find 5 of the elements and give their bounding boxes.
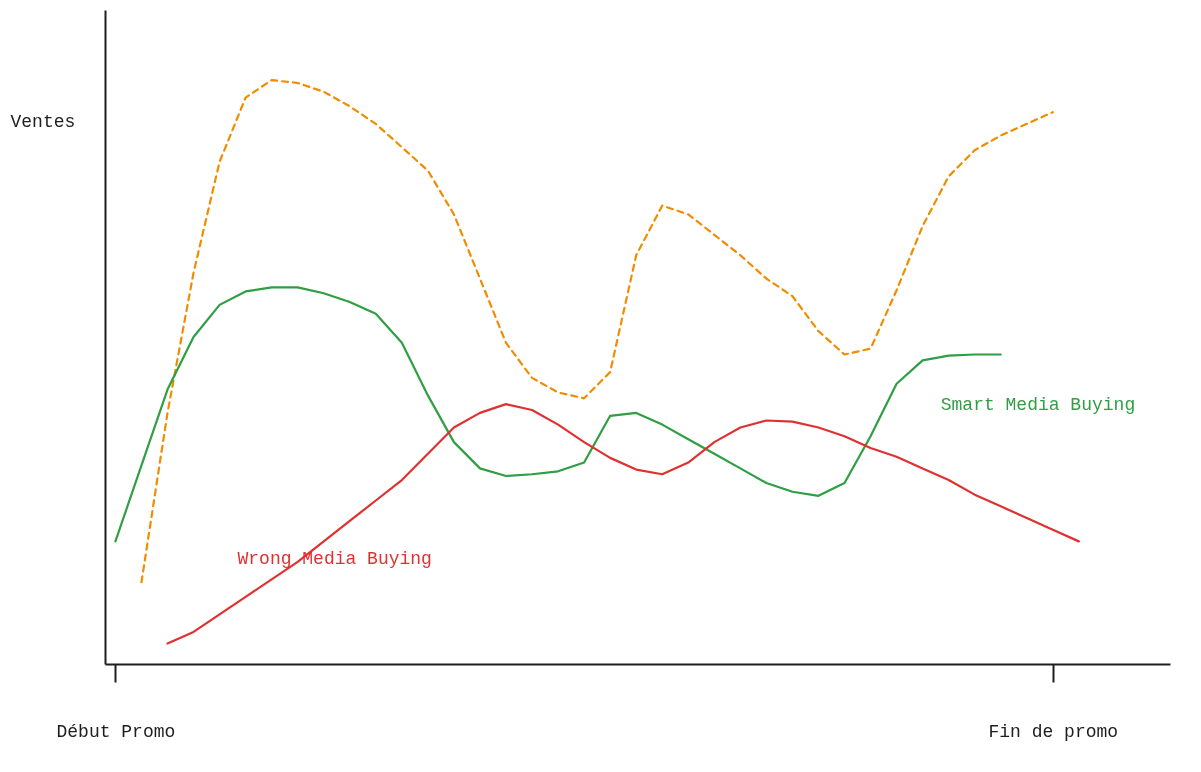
series-label: Wrong Media Buying — [237, 548, 432, 569]
y-axis-title: Ventes — [10, 111, 76, 132]
x-tick-label: Début Promo — [56, 721, 176, 742]
x-tick-label: Fin de promo — [988, 721, 1119, 742]
text: Smart Media Buying — [940, 394, 1136, 415]
